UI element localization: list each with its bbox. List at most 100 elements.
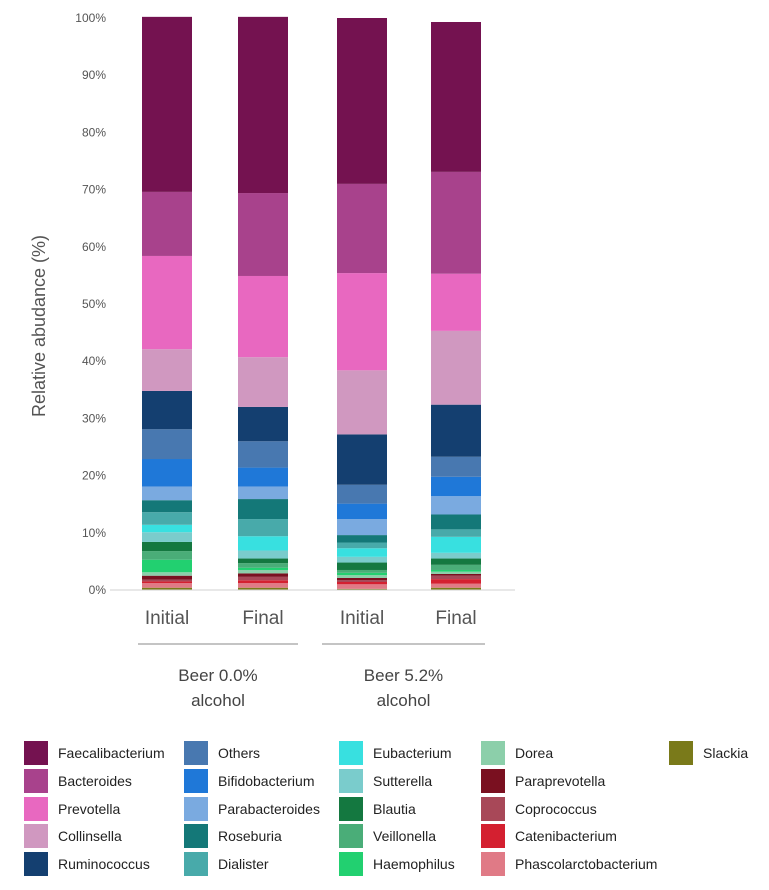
bar-segment [142, 532, 192, 542]
legend-item: Bifidobacterium [184, 768, 315, 794]
bar-segment [142, 572, 192, 576]
y-tick-label: 20% [82, 469, 106, 483]
bar-segment [337, 580, 387, 582]
bar-segment [337, 584, 387, 589]
bar-segment [238, 16, 288, 194]
bar-segment [142, 551, 192, 560]
bar-segment [337, 556, 387, 563]
legend-item: Bacteroides [24, 768, 132, 794]
legend: Faecalibacterium Bacteroides Prevotella Col… [24, 740, 764, 880]
y-tick-label: 60% [82, 240, 106, 254]
bar-segment [142, 459, 192, 487]
bar-segment [142, 587, 192, 590]
bar-segment [337, 434, 387, 485]
bar-segment [337, 273, 387, 371]
legend-swatch [481, 741, 505, 765]
legend-item: Collinsella [24, 823, 122, 849]
y-tick-label: 80% [82, 125, 106, 139]
bar-segment [337, 535, 387, 543]
bar-segment [431, 575, 481, 580]
bar-segment [337, 519, 387, 536]
legend-label: Eubacterium [373, 745, 452, 761]
bar-segment [238, 576, 288, 581]
legend-swatch [669, 741, 693, 765]
bar-segment [238, 569, 288, 574]
bar-segment [142, 583, 192, 588]
legend-swatch [184, 768, 208, 793]
x-category-label: Initial [145, 608, 189, 629]
bar-segment [238, 587, 288, 590]
bar-segment [337, 572, 387, 576]
bar-segment [238, 558, 288, 564]
legend-swatch [24, 796, 48, 821]
bar-segment [337, 575, 387, 578]
legend-item: Others [184, 740, 260, 766]
legend-swatch [184, 796, 208, 821]
legend-swatch [339, 824, 363, 849]
bar-segment [238, 467, 288, 487]
bar-segment [431, 273, 481, 331]
bar-segment [238, 536, 288, 551]
bar-segment [142, 524, 192, 533]
bar-segment [337, 370, 387, 435]
legend-swatch [481, 796, 505, 821]
bar-segment [142, 486, 192, 501]
legend-item: Slackia [669, 740, 748, 766]
legend-label: Veillonella [373, 828, 437, 845]
legend-label: Paraprevotella [515, 772, 606, 789]
bar-segment [238, 563, 288, 568]
bar-segment [238, 486, 288, 500]
stacked-bar-chart: 0% 10% 20% 30% 40% 50% 60% 70% 80% 90% 100% Relati… [29, 11, 515, 710]
legend-item: Prevotella [24, 796, 120, 822]
legend-item: Catenibacterium [481, 823, 617, 849]
legend-item: Sutterella [339, 768, 432, 794]
legend-label: Haemophilus [373, 856, 455, 873]
y-tick-label: 70% [82, 183, 106, 197]
legend-item: Parabacteroides [184, 796, 320, 822]
legend-item: Dorea [481, 740, 553, 766]
legend-swatch [339, 741, 363, 765]
legend-label: Dialister [218, 856, 269, 873]
group-labels: Beer 0.0% alcohol Beer 5.2% alcohol [138, 643, 485, 710]
bar-segment [431, 571, 481, 574]
bar-segment [431, 564, 481, 570]
bar-segment [142, 500, 192, 513]
legend-label: Parabacteroides [218, 800, 320, 817]
legend-item: Roseburia [184, 823, 282, 849]
legend-swatch [24, 852, 48, 877]
bar-segment [142, 541, 192, 552]
bar-segment [431, 587, 481, 590]
bar-segment [142, 390, 192, 430]
bar-segment [238, 357, 288, 407]
bar-segment [238, 406, 288, 442]
bar-segment [431, 330, 481, 405]
bar-segment [337, 484, 387, 504]
bar-segment [337, 581, 387, 585]
bar-segment [238, 193, 288, 276]
bar-segment [337, 562, 387, 570]
bar-segment [142, 559, 192, 573]
bar-segment [431, 514, 481, 530]
bar-segment [337, 503, 387, 520]
legend-label: Blautia [373, 800, 416, 817]
x-category-labels: Initial Final Initial Final [145, 608, 477, 629]
legend-label: Slackia [703, 745, 749, 761]
legend-item: Phascolarctobacterium [481, 851, 657, 877]
bar-segment [431, 22, 481, 172]
y-tick-label: 100% [75, 11, 106, 25]
legend-item: Dialister [184, 851, 269, 877]
legend-item: Paraprevotella [481, 768, 605, 794]
bar-segment [431, 476, 481, 497]
bar-segment [142, 255, 192, 350]
legend-swatch [24, 741, 48, 765]
legend-label: Sutterella [373, 772, 433, 789]
legend-item: Eubacterium [339, 740, 452, 766]
bar-segment [238, 573, 288, 577]
legend-item: Blautia [339, 796, 416, 822]
legend-label: Phascolarctobacterium [515, 856, 658, 873]
legend-item: Coprococcus [481, 796, 597, 822]
bar-segment [238, 499, 288, 520]
legend-swatch [481, 824, 505, 849]
legend-label: Dorea [515, 745, 554, 761]
legend-label: Others [218, 745, 261, 761]
